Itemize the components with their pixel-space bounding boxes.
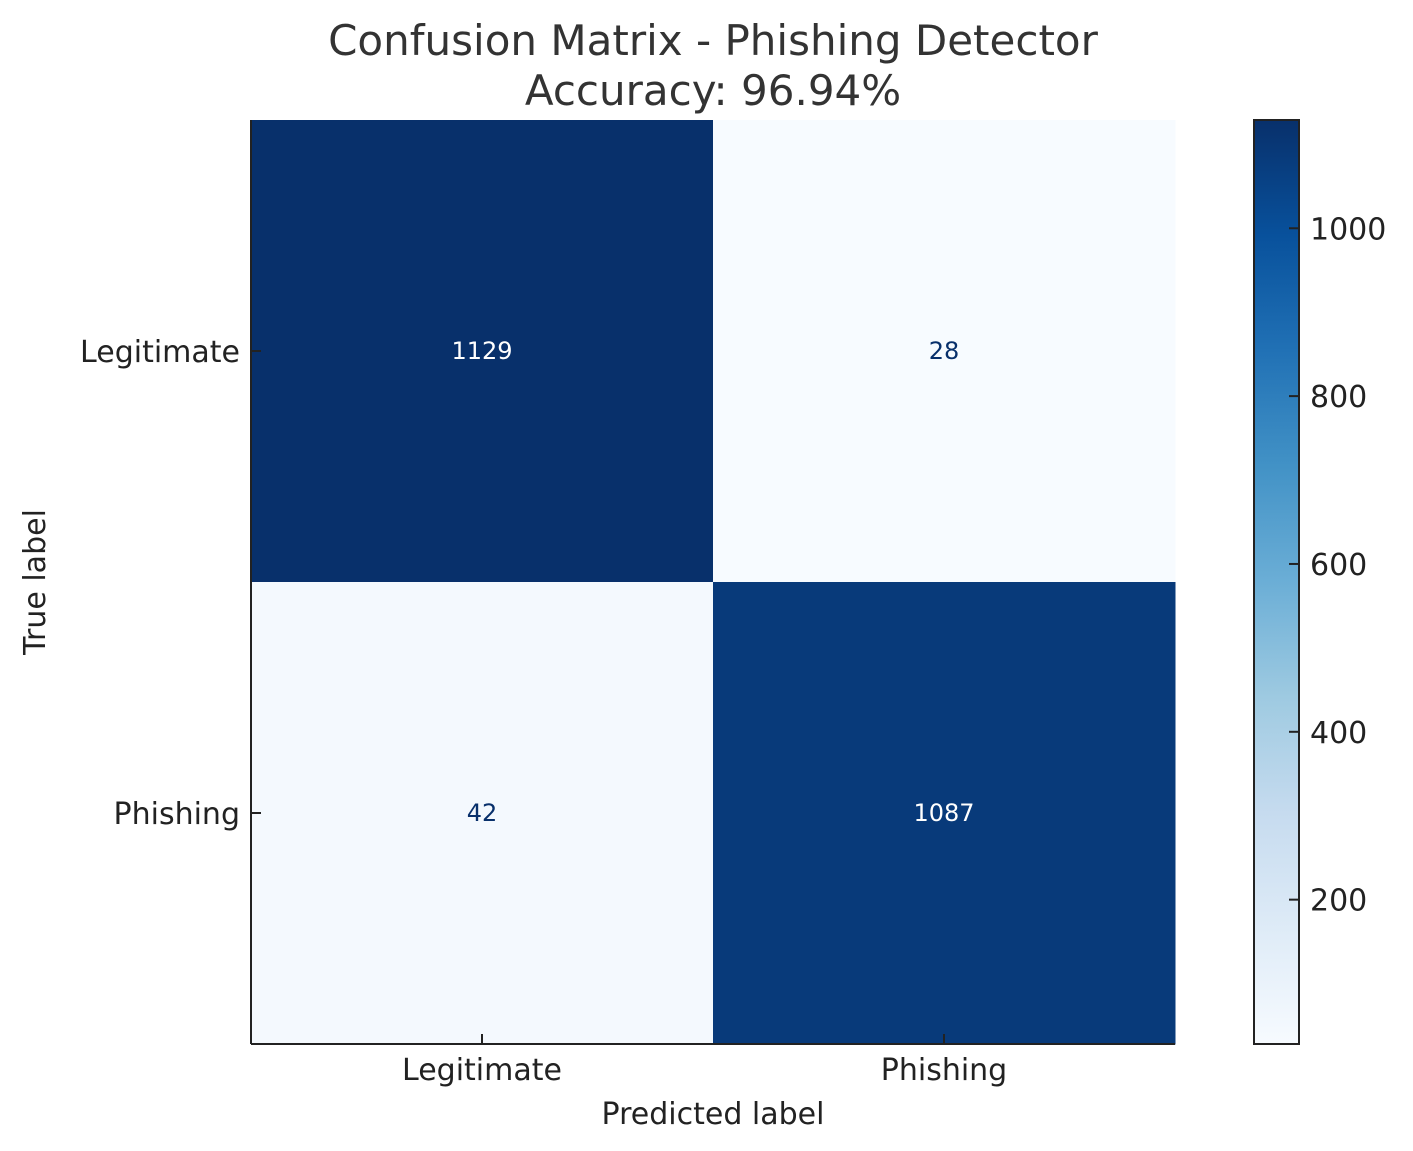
cell-value-label: 1129 (451, 337, 512, 365)
y-axis-ticks: Legitimate Phishing (80, 335, 261, 832)
chart-subtitle: Accuracy: 96.94% (525, 66, 901, 115)
matrix-cell-labels: 1129 28 42 1087 (451, 337, 974, 827)
y-tick-label: Phishing (114, 797, 240, 832)
cell-value-label: 28 (929, 337, 960, 365)
colorbar-ticks: 200 400 600 800 1000 (1289, 212, 1386, 919)
plot-frame (250, 120, 1175, 1045)
matrix-cells (251, 120, 1176, 1045)
colorbar (1253, 119, 1300, 1045)
x-axis-label: Predicted label (602, 1097, 825, 1132)
matrix-cell-0-1 (713, 120, 1176, 583)
matrix-cell-1-0 (251, 582, 714, 1045)
y-tick-label: Legitimate (80, 335, 240, 370)
colorbar-tick-label: 200 (1310, 884, 1367, 919)
colorbar-tick-label: 400 (1310, 716, 1367, 751)
x-axis-ticks: Legitimate Phishing (402, 1034, 1007, 1088)
colorbar-tick-label: 1000 (1310, 212, 1386, 247)
colorbar-tick-label: 800 (1310, 380, 1367, 415)
matrix-cell-1-1 (713, 582, 1176, 1045)
y-axis-label: True label (18, 509, 53, 656)
matrix-cell-0-0 (251, 120, 714, 583)
x-tick-label: Phishing (881, 1053, 1007, 1088)
cell-value-label: 1087 (913, 799, 974, 827)
cell-value-label: 42 (467, 799, 498, 827)
chart-title: Confusion Matrix - Phishing Detector (328, 16, 1099, 65)
colorbar-tick-label: 600 (1310, 548, 1367, 583)
x-tick-label: Legitimate (402, 1053, 562, 1088)
